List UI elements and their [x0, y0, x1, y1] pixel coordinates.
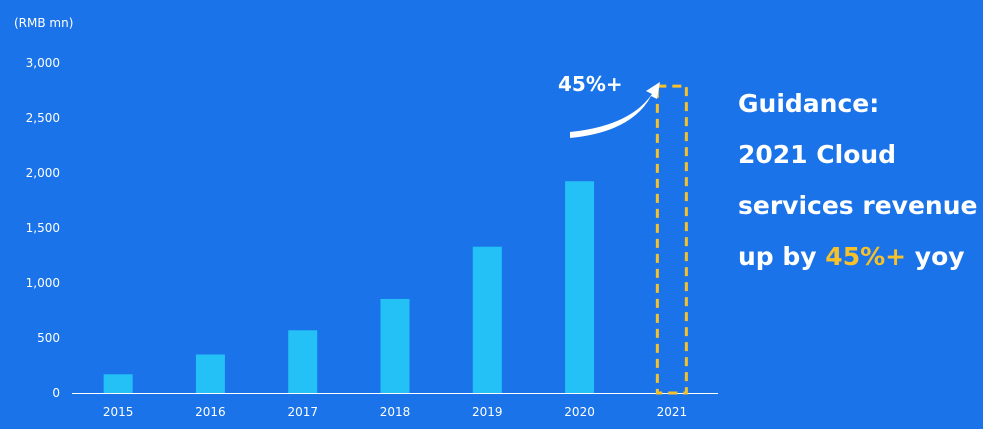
- y-axis-ticks: 0 500 1,000 1,500 2,000 2,500 3,000: [26, 56, 60, 400]
- bar-2020: [565, 181, 595, 393]
- y-axis-unit-label: (RMB mn): [14, 16, 73, 30]
- x-tick-label: 2015: [103, 405, 134, 419]
- y-tick-label: 2,000: [26, 166, 60, 180]
- x-tick-label: 2016: [195, 405, 226, 419]
- y-tick-label: 0: [52, 386, 60, 400]
- growth-arrow-icon: [570, 82, 660, 138]
- y-tick-label: 2,500: [26, 111, 60, 125]
- bar-2016: [195, 354, 225, 393]
- bars: [103, 181, 595, 393]
- guidance-line-4: up by 45%+ yoy: [738, 231, 977, 282]
- guidance-highlight-value: 45%+: [825, 242, 907, 271]
- y-tick-label: 1,000: [26, 276, 60, 290]
- bar-2018: [380, 298, 410, 393]
- x-tick-label: 2020: [564, 405, 595, 419]
- x-tick-label: 2019: [472, 405, 503, 419]
- growth-arrow-label: 45%+: [558, 72, 623, 96]
- x-axis-ticks: 2015 2016 2017 2018 2019 2020 2021: [103, 405, 687, 419]
- bar-2019: [472, 246, 502, 393]
- y-tick-label: 500: [37, 331, 60, 345]
- bar-2017: [288, 330, 318, 393]
- guidance-line-4-suffix: yoy: [906, 242, 965, 271]
- bar-2015: [103, 374, 133, 393]
- guidance-line-1: Guidance:: [738, 89, 880, 118]
- guidance-line-2: 2021 Cloud: [738, 140, 897, 169]
- guidance-line-4-prefix: up by: [738, 242, 826, 271]
- y-tick-label: 3,000: [26, 56, 60, 70]
- x-tick-label: 2021: [657, 405, 688, 419]
- projected-2021-bar-outline: [655, 84, 688, 395]
- x-tick-label: 2017: [287, 405, 318, 419]
- x-tick-label: 2018: [380, 405, 411, 419]
- guidance-line-3: services revenue: [738, 191, 978, 220]
- guidance-callout: Guidance: 2021 Cloud services revenue up…: [738, 78, 977, 282]
- y-tick-label: 1,500: [26, 221, 60, 235]
